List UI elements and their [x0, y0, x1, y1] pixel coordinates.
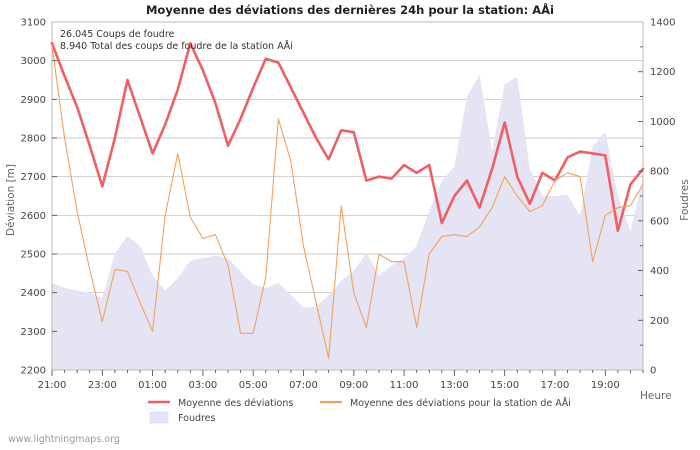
foudres-area-path	[52, 74, 643, 370]
y-tick-label: 2600	[21, 211, 46, 222]
y-axis-right-labels: 0 200 400 600 800 1000 1200 1400	[650, 18, 675, 377]
chart-title: Moyenne des déviations des dernières 24h…	[146, 2, 554, 17]
axis-ticks	[51, 46, 644, 376]
x-tick-label: 05:00	[239, 380, 268, 391]
y2-tick-label: 1400	[650, 18, 675, 29]
y2-tick-label: 400	[650, 266, 669, 277]
x-tick-label: 13:00	[440, 380, 469, 391]
x-tick-label: 15:00	[490, 380, 519, 391]
y-tick-label: 2700	[21, 172, 46, 183]
series-lines	[50, 41, 645, 359]
y2-tick-label: 600	[650, 216, 669, 227]
y2-tick-label: 800	[650, 167, 669, 178]
y-axis-right-title: Foudres	[679, 179, 691, 220]
deviation-line	[50, 41, 645, 233]
y-axis-left-labels: 2200 2300 2400 2500 2600 2700 2800 2900 3000 3100	[21, 18, 46, 377]
x-axis-title: Heure	[640, 390, 672, 402]
y-tick-label: 2900	[21, 95, 46, 106]
y2-tick-label: 1000	[650, 117, 675, 128]
y-axis-left-title: Déviation [m]	[5, 164, 17, 236]
y-tick-label: 2500	[21, 250, 46, 261]
y2-tick-label: 0	[650, 366, 656, 377]
lightning-area	[52, 74, 643, 370]
x-tick-label: 09:00	[339, 380, 368, 391]
x-tick-label: 17:00	[541, 380, 570, 391]
y-tick-label: 3100	[21, 18, 46, 29]
legend-swatch-foudres	[149, 411, 169, 424]
y2-tick-label: 200	[650, 316, 669, 327]
annotation-total-strokes: 26.045 Coups de foudre	[60, 29, 175, 40]
x-tick-label: 07:00	[289, 380, 318, 391]
annotation-station-strokes: 8.940 Total des coups de foudre de la st…	[60, 40, 293, 52]
y-tick-label: 2200	[21, 366, 46, 377]
x-tick-label: 21:00	[38, 380, 67, 391]
x-tick-label: 01:00	[138, 380, 167, 391]
legend-label-station: Moyenne des déviations pour la station d…	[350, 397, 571, 409]
footer-watermark: www.lightningmaps.org	[8, 434, 120, 445]
x-tick-label: 11:00	[390, 380, 419, 391]
y2-tick-label: 1200	[650, 67, 675, 78]
y-tick-label: 3000	[21, 56, 46, 67]
station-deviation-line	[51, 44, 644, 359]
x-tick-label: 23:00	[88, 380, 117, 391]
legend-label-deviation: Moyenne des déviations	[178, 398, 293, 409]
x-axis-labels: 21:00 23:00 01:00 03:00 05:00 07:00 09:00 11:00…	[38, 380, 620, 391]
legend-label-foudres: Foudres	[178, 413, 216, 424]
y-tick-label: 2800	[21, 134, 46, 145]
y-tick-label: 2400	[21, 288, 46, 299]
x-tick-label: 19:00	[591, 380, 620, 391]
legend: Moyenne des déviations Moyenne des dévia…	[148, 397, 571, 424]
x-tick-label: 03:00	[188, 380, 217, 391]
plot-area: 2200 2300 2400 2500 2600 2700 2800 2900 3000 3100…	[21, 18, 676, 392]
y-tick-label: 2300	[21, 327, 46, 338]
